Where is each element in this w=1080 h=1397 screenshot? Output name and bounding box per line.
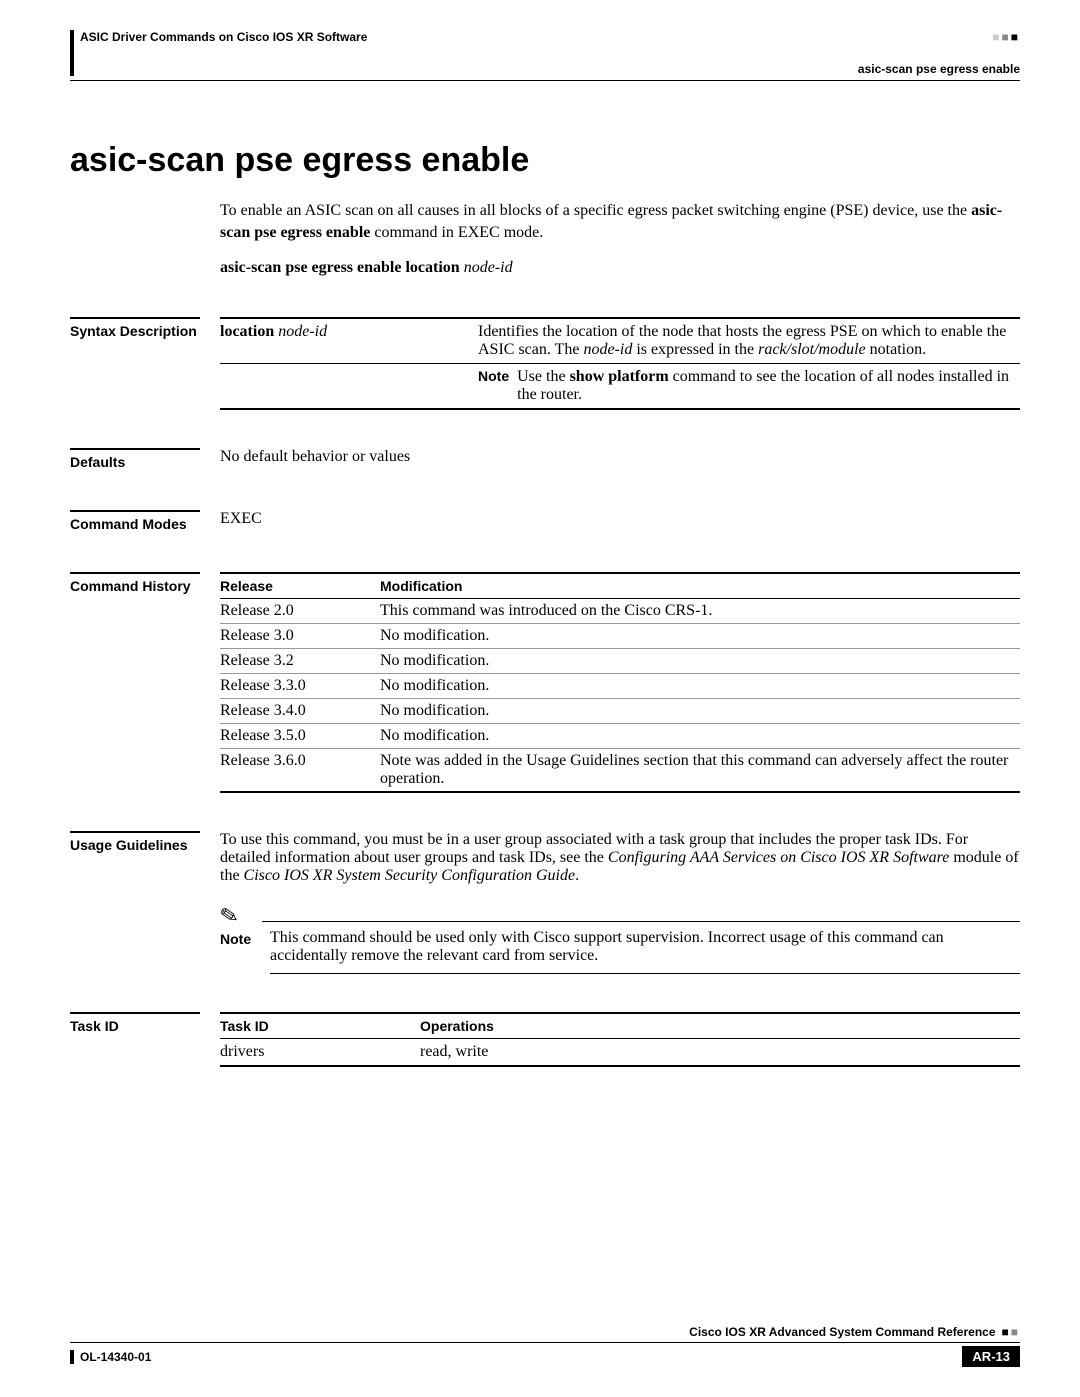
history-row: Release 3.4.0No modification. (220, 698, 1020, 723)
running-header: ASIC Driver Commands on Cisco IOS XR Sof… (70, 30, 1020, 76)
usage-note-text: This command should be used only with Ci… (270, 929, 1020, 974)
task-header-ops: Operations (420, 1013, 1020, 1039)
modes-label: Command Modes (70, 510, 200, 532)
footer-squares: ■■ (1002, 1325, 1021, 1339)
history-header-release: Release (220, 573, 380, 599)
defaults-text: No default behavior or values (220, 448, 1020, 472)
syntax-label: Syntax Description (70, 317, 200, 339)
history-section: Command History Release Modification Rel… (70, 572, 1020, 793)
modes-section: Command Modes EXEC (70, 510, 1020, 534)
header-rule (70, 80, 1020, 81)
taskid-section: Task ID Task ID Operations drivers read,… (70, 1012, 1020, 1067)
syntax-desc-cell: Identifies the location of the node that… (478, 318, 1020, 364)
history-row: Release 3.5.0No modification. (220, 723, 1020, 748)
syntax-note-cell: Note Use the show platform command to se… (478, 363, 1020, 409)
note-label: Note (220, 929, 270, 974)
usage-label: Usage Guidelines (70, 831, 200, 853)
header-right: asic-scan pse egress enable (858, 62, 1020, 76)
header-squares: ■■■ (992, 30, 1020, 44)
syntax-note-text: Use the show platform command to see the… (517, 368, 1012, 404)
usage-section: Usage Guidelines To use this command, yo… (70, 831, 1020, 974)
page-footer: Cisco IOS XR Advanced System Command Ref… (70, 1325, 1020, 1367)
syntax-section: Syntax Description location node-id Iden… (70, 317, 1020, 410)
note-label-inline: Note (478, 368, 517, 404)
usage-para: To use this command, you must be in a us… (220, 831, 1020, 885)
header-left: ASIC Driver Commands on Cisco IOS XR Sof… (70, 30, 367, 76)
usage-note: Note This command should be used only wi… (220, 929, 1020, 974)
defaults-section: Defaults No default behavior or values (70, 448, 1020, 472)
page-number: AR-13 (962, 1346, 1020, 1367)
history-row: Release 2.0This command was introduced o… (220, 598, 1020, 623)
intro-block: To enable an ASIC scan on all causes in … (220, 200, 1020, 279)
history-row: Release 3.2No modification. (220, 648, 1020, 673)
task-table: Task ID Operations drivers read, write (220, 1012, 1020, 1067)
taskid-label: Task ID (70, 1012, 200, 1034)
footer-title: Cisco IOS XR Advanced System Command Ref… (689, 1325, 995, 1339)
modes-text: EXEC (220, 510, 1020, 534)
history-row: Release 3.0No modification. (220, 623, 1020, 648)
intro-para: To enable an ASIC scan on all causes in … (220, 200, 1020, 243)
history-header-mod: Modification (380, 573, 1020, 599)
syntax-keyword-cell: location node-id (220, 318, 478, 364)
history-label: Command History (70, 572, 200, 594)
pencil-icon: ✎ (218, 897, 265, 932)
defaults-label: Defaults (70, 448, 200, 470)
footer-doc-id: OL-14340-01 (70, 1350, 151, 1364)
history-row: Release 3.6.0Note was added in the Usage… (220, 748, 1020, 792)
synopsis: asic-scan pse egress enable location nod… (220, 257, 1020, 279)
syntax-table: location node-id Identifies the location… (220, 317, 1020, 410)
page-title: asic-scan pse egress enable (70, 141, 1020, 180)
history-table: Release Modification Release 2.0This com… (220, 572, 1020, 793)
history-row: Release 3.3.0No modification. (220, 673, 1020, 698)
task-row: drivers read, write (220, 1038, 1020, 1066)
note-icon-row: ✎ (220, 901, 1020, 929)
task-header-id: Task ID (220, 1013, 420, 1039)
